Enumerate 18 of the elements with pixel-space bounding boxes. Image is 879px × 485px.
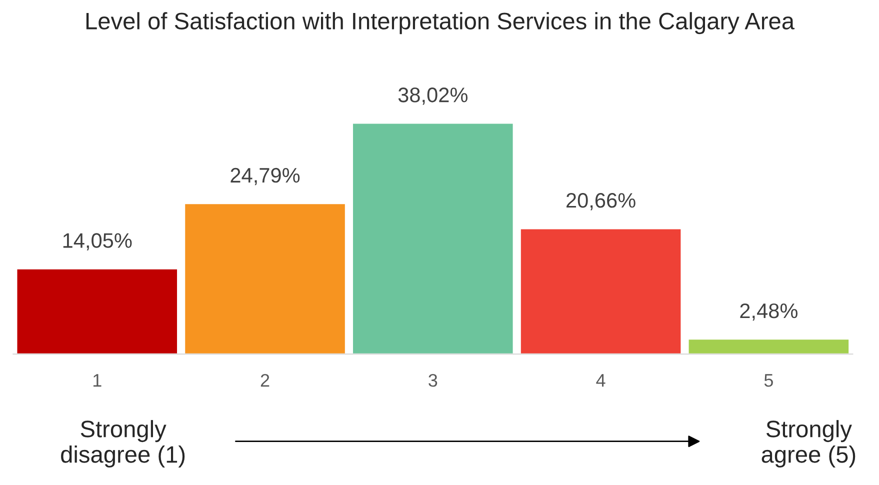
text: Strongly disagree (1) <box>61 420 185 468</box>
x-tick-label: 4 <box>596 374 606 387</box>
data-label: 20,66% <box>566 193 636 210</box>
bar <box>16 268 178 354</box>
data-label: 24,79% <box>230 168 300 186</box>
x-tick-label: 5 <box>764 374 773 387</box>
x-tick-label: 3 <box>428 374 438 387</box>
data-label: 14,05% <box>63 233 132 250</box>
x-tick-label: 1 <box>93 374 102 387</box>
text: Strongly agree (5) <box>762 420 856 468</box>
data-label: 38,02% <box>398 88 468 105</box>
bar <box>520 228 682 354</box>
bar <box>687 338 850 354</box>
bar <box>352 122 514 354</box>
bar <box>184 202 346 354</box>
x-tick-label: 2 <box>260 374 270 387</box>
chart-title: Level of Satisfaction with Interpretation Services in the Calgary Area <box>86 12 795 34</box>
data-label: 2,48% <box>740 303 798 321</box>
